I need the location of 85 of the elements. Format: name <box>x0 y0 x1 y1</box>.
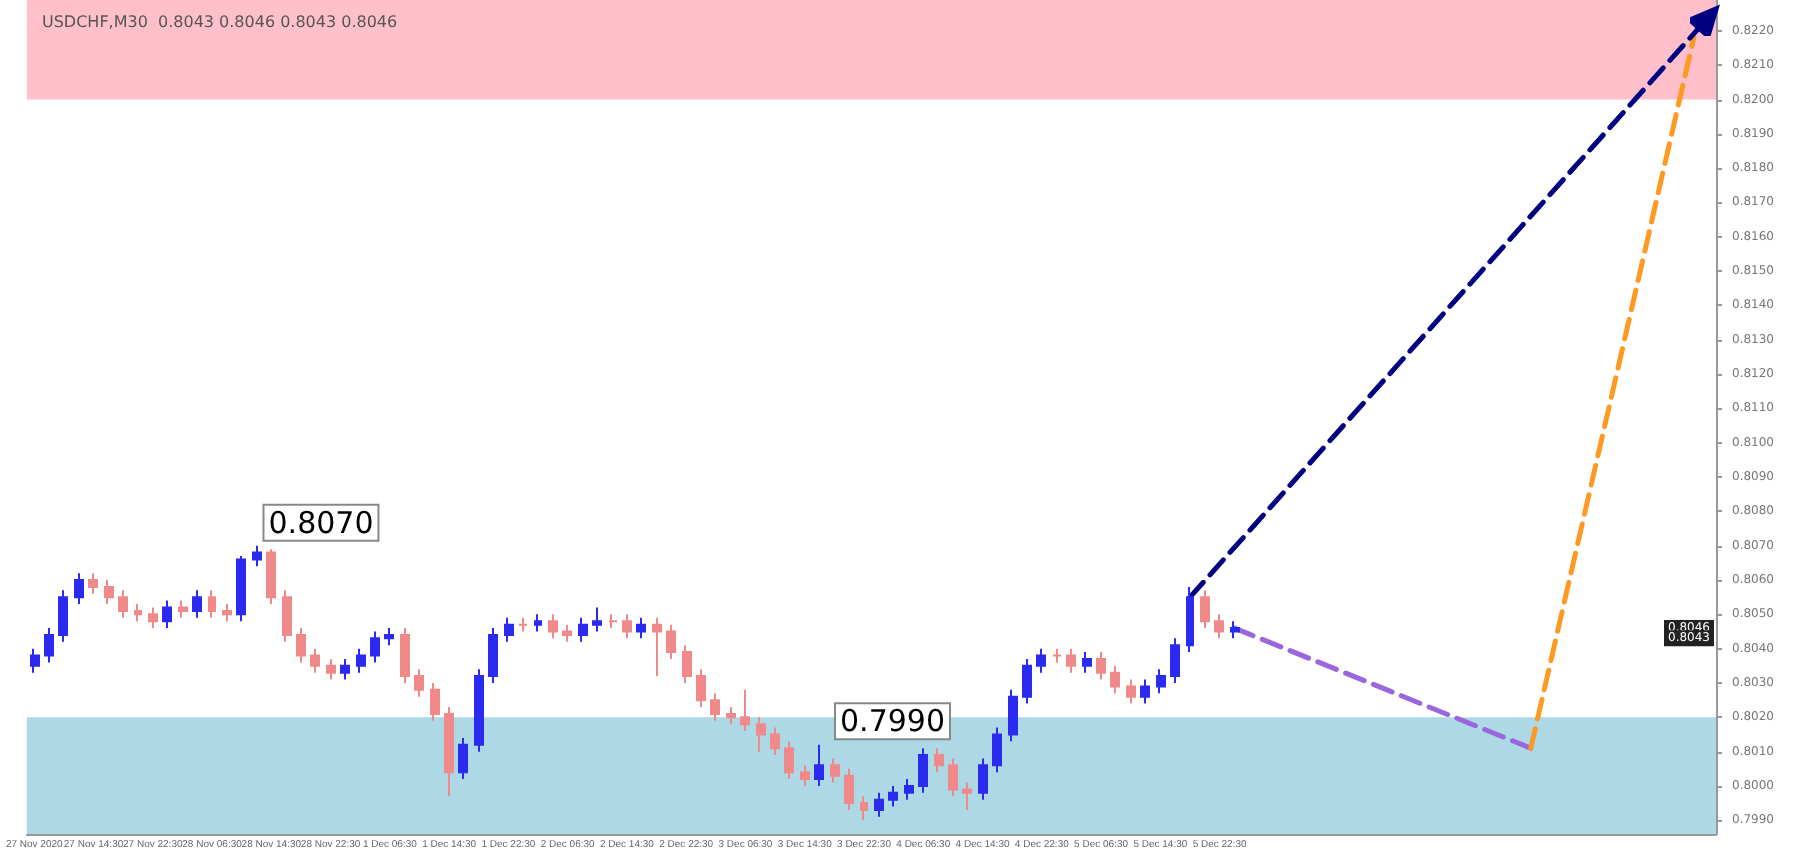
candlestick <box>978 757 988 801</box>
candlestick <box>104 579 114 606</box>
candlestick <box>252 544 262 568</box>
text: USDCHF,M30 0.8043 0.8046 0.8043 0.8046 <box>42 13 398 31</box>
candlestick <box>1096 651 1106 681</box>
candlestick <box>504 616 514 643</box>
candlestick <box>208 589 216 619</box>
candlestick <box>652 616 662 678</box>
candlestick <box>1052 647 1062 664</box>
candlestick <box>1214 613 1224 640</box>
candlestick <box>918 747 928 794</box>
candlestick <box>1036 647 1046 674</box>
candlestick <box>430 681 440 722</box>
candlestick <box>340 657 350 681</box>
candlestick <box>1082 651 1092 674</box>
candlestick <box>414 668 424 698</box>
candlestick <box>458 736 468 781</box>
candlestick <box>844 767 854 811</box>
candlestick <box>1110 664 1120 695</box>
candlestick <box>548 613 558 640</box>
candlestick <box>726 706 736 726</box>
candlestick <box>800 764 810 787</box>
candlestick <box>1186 585 1194 654</box>
candlestick <box>1230 620 1240 640</box>
candlestick <box>578 616 588 643</box>
candlestick <box>44 627 54 664</box>
candlestick <box>1126 678 1136 705</box>
candlestick <box>370 630 380 664</box>
candlestick <box>474 668 484 753</box>
candlestick <box>444 706 454 798</box>
candlestick <box>310 647 320 674</box>
candlestick <box>400 627 410 684</box>
candlestick <box>948 757 958 798</box>
candlestick <box>282 589 292 643</box>
candlestick <box>296 627 306 664</box>
candlestick <box>30 647 40 674</box>
candlestick <box>1200 589 1210 630</box>
candlestick <box>904 778 914 801</box>
candlestick <box>636 616 646 640</box>
candlestick <box>1156 668 1166 695</box>
candlestick <box>162 599 172 630</box>
candlestick <box>222 603 232 623</box>
candlestick <box>518 616 528 633</box>
candlestick <box>814 743 824 787</box>
candlestick <box>534 613 542 633</box>
candlestick <box>622 613 632 640</box>
candlestick <box>710 692 720 722</box>
candlestick <box>1066 647 1076 674</box>
candlestick <box>134 603 142 623</box>
candlestick <box>88 572 98 595</box>
candlestick <box>74 572 84 606</box>
candlestick <box>666 623 676 660</box>
candlestick <box>148 606 158 630</box>
candlestick <box>192 589 202 619</box>
candlestick <box>356 647 366 674</box>
candlestick <box>178 599 188 619</box>
candlestick <box>756 716 766 753</box>
candlestick <box>608 613 618 630</box>
candlestick <box>58 589 68 643</box>
candlestick <box>740 688 750 733</box>
candlestick <box>592 606 602 633</box>
candlestick <box>830 757 840 784</box>
candlestick <box>266 548 276 606</box>
candlestick <box>770 726 780 757</box>
candlestick <box>874 791 884 818</box>
candlestick <box>1140 678 1150 705</box>
candlestick <box>1170 637 1180 684</box>
candlestick <box>488 627 498 684</box>
candlestick <box>118 589 128 619</box>
candlestick <box>326 657 336 681</box>
candlestick <box>888 784 898 808</box>
candlestick <box>934 747 944 774</box>
candlestick <box>682 644 692 684</box>
annotation: 0.8070 <box>268 504 374 541</box>
candlestick <box>1008 688 1018 743</box>
candlestick <box>562 623 572 643</box>
candlestick <box>784 740 794 781</box>
candlestick <box>384 627 394 647</box>
annotation: 0.7990 <box>840 703 946 740</box>
candlestick <box>992 726 1002 774</box>
candlestick <box>1022 657 1032 705</box>
candlestick <box>962 781 972 811</box>
candlestick <box>696 668 706 709</box>
candlestick <box>860 795 868 822</box>
candlestick <box>236 555 246 623</box>
